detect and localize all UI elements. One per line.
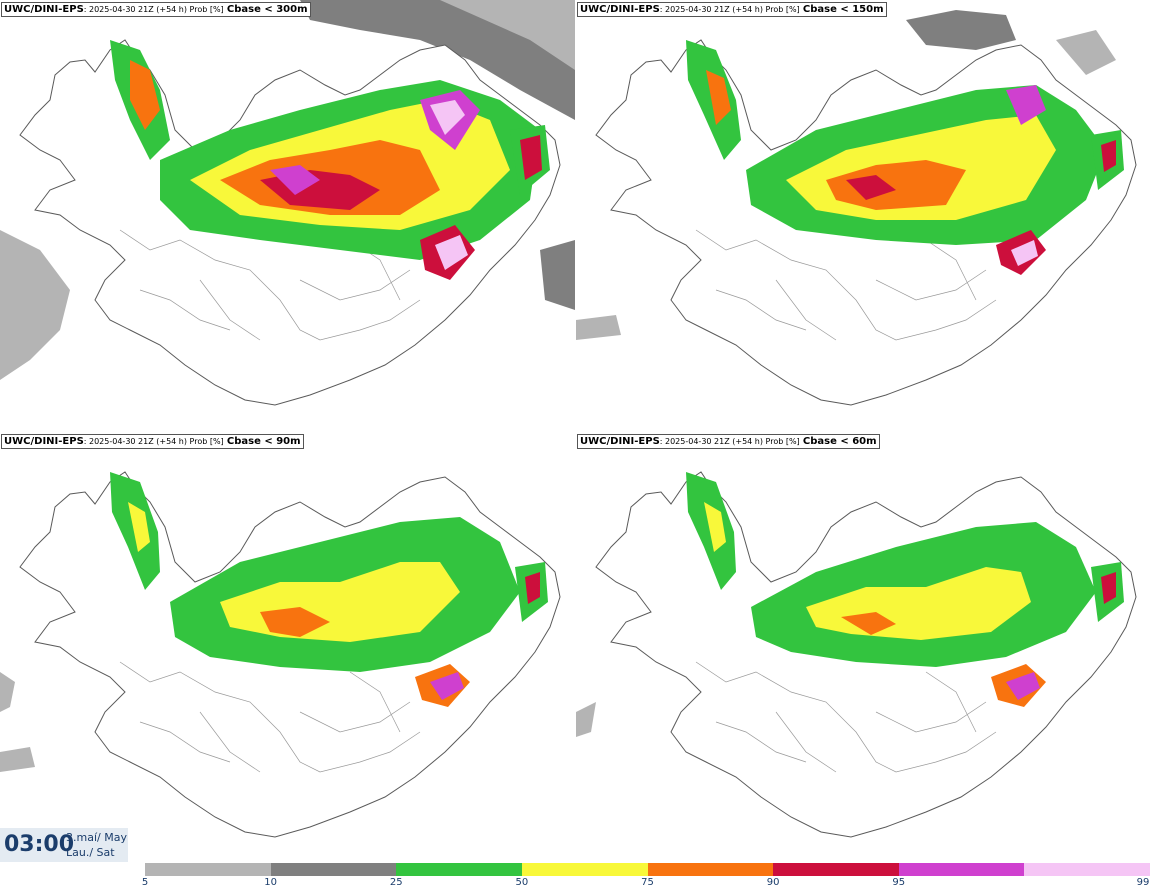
model-name: UWC/DINI-EPS (580, 436, 660, 447)
colorbar-segment (270, 863, 397, 876)
sea-cloud-west (0, 672, 15, 712)
map-panel-300m: UWC/DINI-EPS: 2025-04-30 21Z (+54 h) Pro… (0, 0, 575, 430)
panel-title: UWC/DINI-EPS: 2025-04-30 21Z (+54 h) Pro… (577, 2, 887, 17)
sea-cloud-west (576, 702, 596, 737)
sea-cloud-east (540, 240, 575, 310)
colorbar-segment (145, 863, 272, 876)
prob-75-90-westfjords (706, 70, 731, 125)
model-name: UWC/DINI-EPS (580, 4, 660, 15)
run-info: : 2025-04-30 21Z (+54 h) Prob [%] (659, 5, 800, 14)
field-name: Cbase < 150m (802, 4, 884, 15)
field-name: Cbase < 90m (226, 436, 301, 447)
panel-title: UWC/DINI-EPS: 2025-04-30 21Z (+54 h) Pro… (1, 434, 304, 449)
prob-90-95-eastfjords (520, 135, 542, 180)
model-name: UWC/DINI-EPS (4, 4, 84, 15)
colorbar-tick-label: 90 (766, 877, 780, 888)
prob-50-75-westfjords (128, 502, 150, 552)
sea-cloud-dark (906, 10, 1016, 50)
colorbar-tick-label: 75 (641, 877, 654, 888)
prob-90-95 (846, 175, 896, 200)
colorbar-segment (773, 863, 900, 876)
colorbar-segment (1024, 863, 1150, 876)
run-info: : 2025-04-30 21Z (+54 h) Prob [%] (83, 5, 224, 14)
colorbar-tick-label: 95 (892, 877, 906, 888)
map-150m (576, 10, 1137, 406)
prob-99 (430, 100, 465, 135)
colorbar-segment (647, 863, 774, 876)
panel-title: UWC/DINI-EPS: 2025-04-30 21Z (+54 h) Pro… (577, 434, 880, 449)
valid-date: 3.maí/ May (66, 831, 127, 844)
map-60m (576, 471, 1137, 838)
colorbar-tick-label: 99 (1136, 877, 1150, 888)
colorbar-tick-label: 50 (515, 877, 529, 888)
prob-75-90 (841, 612, 896, 635)
map-panel-60m: UWC/DINI-EPS: 2025-04-30 21Z (+54 h) Pro… (576, 432, 1150, 862)
prob-75-90 (826, 160, 966, 210)
prob-90-95-eastfjords (1101, 140, 1116, 172)
sea-cloud-light (440, 0, 575, 70)
colorbar-tick-label: 5 (141, 877, 149, 888)
prob-95-99 (270, 165, 320, 195)
map-300m (0, 0, 575, 406)
colorbar-segment (521, 863, 648, 876)
colorbar-tick-label: 10 (264, 877, 277, 888)
valid-time: 03:00 (4, 832, 75, 857)
panel-title: UWC/DINI-EPS: 2025-04-30 21Z (+54 h) Pro… (1, 2, 311, 17)
valid-time-box: 03:00 3.maí/ May Lau./ Sat (0, 828, 128, 862)
colorbar-segment (396, 863, 523, 876)
prob-99-southeast (435, 235, 468, 270)
sea-cloud-west (576, 315, 621, 340)
prob-95-99 (1006, 85, 1046, 125)
run-info: : 2025-04-30 21Z (+54 h) Prob [%] (659, 437, 800, 446)
prob-50-75-westfjords (704, 502, 726, 552)
map-panel-90m: UWC/DINI-EPS: 2025-04-30 21Z (+54 h) Pro… (0, 432, 575, 862)
sea-cloud-dark (300, 0, 575, 120)
model-name: UWC/DINI-EPS (4, 436, 84, 447)
colorbar-segment (898, 863, 1025, 876)
sea-cloud-southwest (0, 747, 35, 772)
probability-colorbar (145, 863, 1150, 876)
sea-cloud-west (0, 230, 70, 380)
field-name: Cbase < 60m (802, 436, 877, 447)
prob-90-95-eastfjords (1101, 572, 1116, 604)
valid-day: Lau./ Sat (66, 846, 115, 859)
prob-75-90-westfjords (130, 60, 160, 130)
sea-cloud-light (1056, 30, 1116, 75)
field-name: Cbase < 300m (226, 4, 308, 15)
map-90m (0, 471, 561, 838)
run-info: : 2025-04-30 21Z (+54 h) Prob [%] (83, 437, 224, 446)
map-panel-150m: UWC/DINI-EPS: 2025-04-30 21Z (+54 h) Pro… (576, 0, 1150, 430)
colorbar-tick-label: 25 (389, 877, 403, 888)
prob-95-99-southeast (1006, 672, 1040, 700)
prob-90-95-eastfjords (525, 572, 540, 604)
prob-99-southeast (1011, 240, 1038, 266)
prob-75-90 (260, 607, 330, 637)
prob-95-99-southeast (430, 672, 464, 700)
